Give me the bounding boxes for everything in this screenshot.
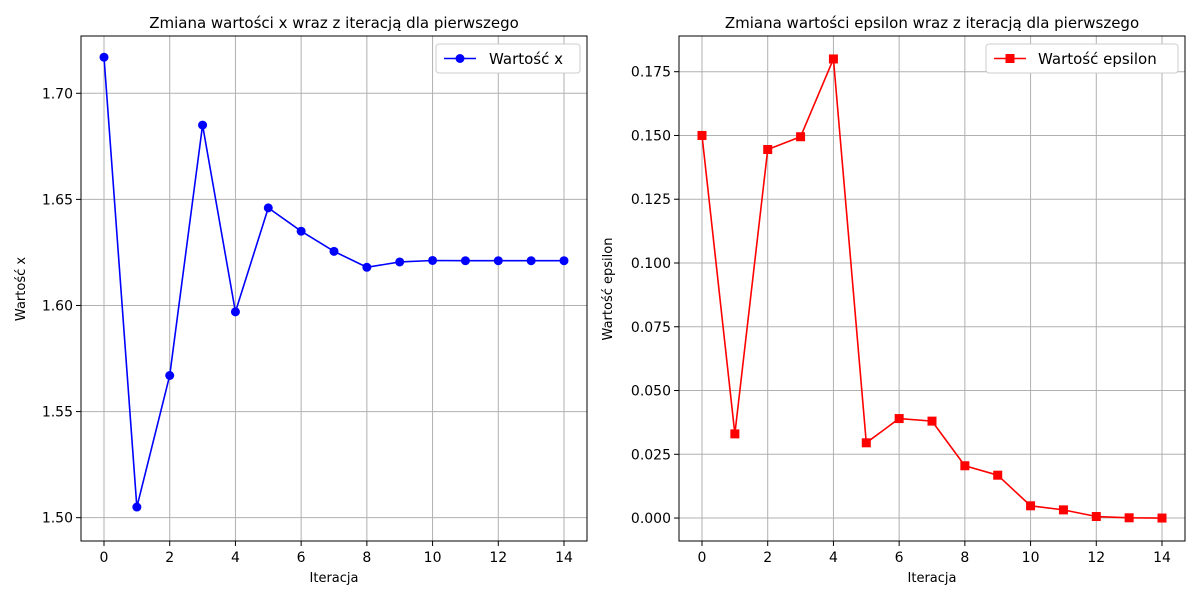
x-ticks: 0 2 4 6 8 10 12 14	[100, 541, 573, 566]
y-tick-label: 1.50	[42, 511, 73, 527]
data-point	[861, 438, 871, 448]
y-axis-label: Wartość x	[14, 257, 29, 321]
y-tick-label: 0.075	[631, 320, 671, 336]
x-tick-label: 8	[362, 550, 371, 566]
data-point	[198, 120, 208, 130]
grid	[679, 36, 1185, 541]
data-point	[230, 307, 240, 317]
legend-box	[985, 43, 1179, 74]
x-tick-label: 10	[1022, 550, 1040, 566]
y-tick-label: 0.025	[631, 447, 671, 463]
x-tick-label: 12	[1087, 550, 1105, 566]
data-point	[99, 52, 109, 62]
data-point	[960, 461, 970, 471]
data-point	[296, 226, 306, 236]
y-tick-label: 1.55	[42, 405, 73, 421]
legend: Wartość epsilon	[985, 43, 1179, 74]
data-point	[395, 257, 405, 267]
data-point	[526, 256, 536, 266]
x-tick-label: 2	[763, 550, 772, 566]
x-ticks: 0 2 4 6 8 10 12 14	[698, 541, 1171, 566]
x-tick-label: 10	[424, 550, 442, 566]
y-tick-label: 0.175	[631, 65, 671, 81]
data-point	[763, 144, 773, 154]
x-tick-label: 6	[895, 550, 904, 566]
data-point	[559, 256, 569, 266]
chart-title: Zmiana wartości epsilon wraz z iteracją …	[725, 14, 1139, 32]
x-tick-label: 2	[165, 550, 174, 566]
series-markers	[99, 52, 569, 512]
data-point	[697, 130, 707, 140]
y-ticks: 1.50 1.55 1.60 1.65 1.70	[42, 86, 81, 527]
data-point	[263, 203, 273, 213]
data-point	[1124, 513, 1134, 523]
data-point	[493, 256, 503, 266]
x-tick-label: 4	[829, 550, 838, 566]
x-tick-label: 14	[555, 550, 573, 566]
series-markers	[697, 54, 1167, 523]
y-tick-label: 1.70	[42, 86, 73, 102]
y-tick-label: 0.100	[631, 256, 671, 272]
y-tick-label: 1.65	[42, 192, 73, 208]
chart-x-value: Zmiana wartości x wraz z iteracją dla pi…	[14, 14, 588, 586]
data-point	[460, 256, 470, 266]
legend-box	[435, 43, 581, 74]
data-point	[1091, 512, 1101, 522]
chart-title: Zmiana wartości x wraz z iteracją dla pi…	[149, 14, 519, 32]
legend-marker	[455, 54, 465, 63]
x-tick-label: 14	[1153, 550, 1171, 566]
x-tick-label: 4	[231, 550, 240, 566]
data-point	[329, 246, 339, 256]
legend-label: Wartość x	[489, 50, 563, 68]
y-tick-label: 0.050	[631, 384, 671, 400]
y-tick-label: 0.150	[631, 128, 671, 144]
data-point	[796, 132, 806, 142]
data-point	[132, 502, 142, 512]
grid	[81, 36, 587, 541]
y-tick-label: 1.60	[42, 298, 73, 314]
data-point	[894, 414, 904, 424]
x-tick-label: 8	[960, 550, 969, 566]
y-tick-label: 0.000	[631, 511, 671, 527]
legend-label: Wartość epsilon	[1038, 50, 1157, 68]
data-point	[730, 429, 740, 439]
data-point	[362, 262, 372, 272]
x-tick-label: 0	[698, 550, 707, 566]
y-axis-label: Wartość epsilon	[601, 238, 616, 341]
data-point	[1026, 501, 1036, 511]
x-axis-label: Iteracja	[908, 571, 957, 586]
data-point	[165, 370, 175, 380]
plot-frame	[80, 35, 588, 542]
x-tick-label: 0	[100, 550, 109, 566]
chart-epsilon-value: Zmiana wartości epsilon wraz z iteracją …	[601, 14, 1186, 586]
plot-frame	[678, 35, 1186, 542]
x-tick-label: 6	[297, 550, 306, 566]
y-tick-label: 0.125	[631, 192, 671, 208]
legend-marker	[1005, 54, 1015, 63]
legend: Wartość x	[435, 43, 581, 74]
data-point	[428, 255, 438, 265]
x-axis-label: Iteracja	[310, 571, 359, 586]
x-tick-label: 12	[489, 550, 507, 566]
data-point	[993, 470, 1003, 480]
data-point	[1157, 513, 1167, 523]
data-point	[828, 54, 838, 64]
data-point	[1058, 505, 1068, 515]
y-ticks: 0.000 0.025 0.050 0.075 0.100 0.125 0.150 0.175	[631, 65, 679, 527]
data-point	[927, 416, 937, 426]
